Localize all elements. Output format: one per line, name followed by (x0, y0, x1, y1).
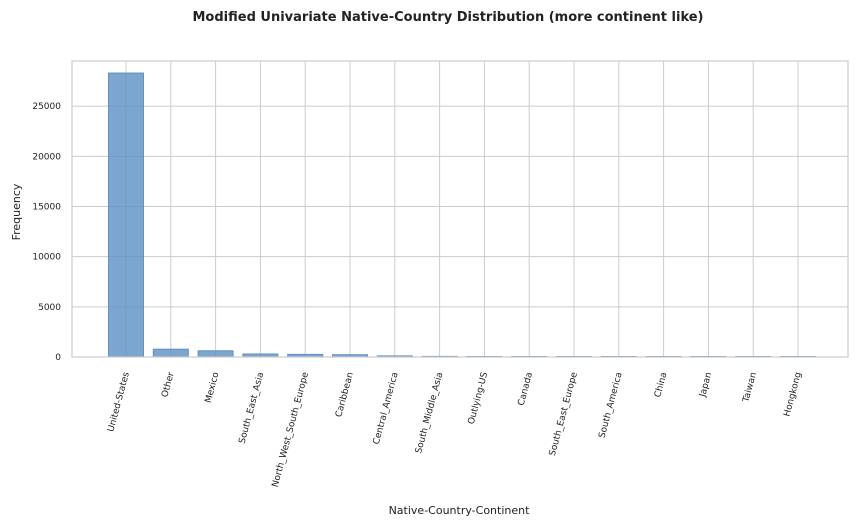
x-tick-label: Caribbean (334, 371, 356, 418)
x-tick-label: Canada (517, 371, 536, 407)
x-tick-label: South_East_Asia (238, 371, 267, 445)
y-tick-label: 25000 (32, 102, 61, 112)
bar-united-states (108, 72, 144, 358)
y-tick-label: 20000 (32, 152, 61, 162)
y-tick-labels: 0 5000 10000 15000 20000 25000 (32, 102, 61, 363)
y-tick-label: 5000 (38, 303, 61, 313)
x-tick-label: South_America (597, 371, 624, 439)
x-tick-label: South_East_Europe (548, 371, 580, 457)
x-tick-label: Taiwan (741, 371, 759, 404)
plot-frame (71, 60, 849, 358)
x-tick-label: China (653, 371, 669, 398)
y-tick-label: 10000 (32, 253, 61, 263)
x-tick-label: Other (160, 371, 176, 399)
bars-layer (108, 72, 816, 358)
x-tick-label: Mexico (204, 371, 222, 404)
bar-other (152, 348, 189, 358)
y-tick-label: 15000 (32, 202, 61, 212)
x-tick-label: Outlying-US (467, 371, 491, 426)
x-tick-label: Central_America (372, 371, 401, 445)
bar-mexico (197, 350, 234, 358)
x-tick-label: Japan (698, 371, 714, 399)
x-tick-labels: United-States Other Mexico South_East_Asia N… (106, 371, 804, 489)
y-axis-label: Frequency (10, 183, 23, 240)
x-axis-label: Native-Country-Continent (389, 504, 531, 517)
grid-layer (72, 61, 848, 358)
x-tick-label: United-States (106, 371, 132, 433)
y-tick-label: 0 (55, 353, 61, 363)
x-tick-label: Hongkong (782, 371, 803, 418)
x-tick-label: South_Middle_Asia (414, 371, 445, 454)
x-tick-label: North_West_South_Europe (271, 371, 311, 489)
chart-title: Modified Univariate Native-Country Distr… (192, 10, 703, 25)
